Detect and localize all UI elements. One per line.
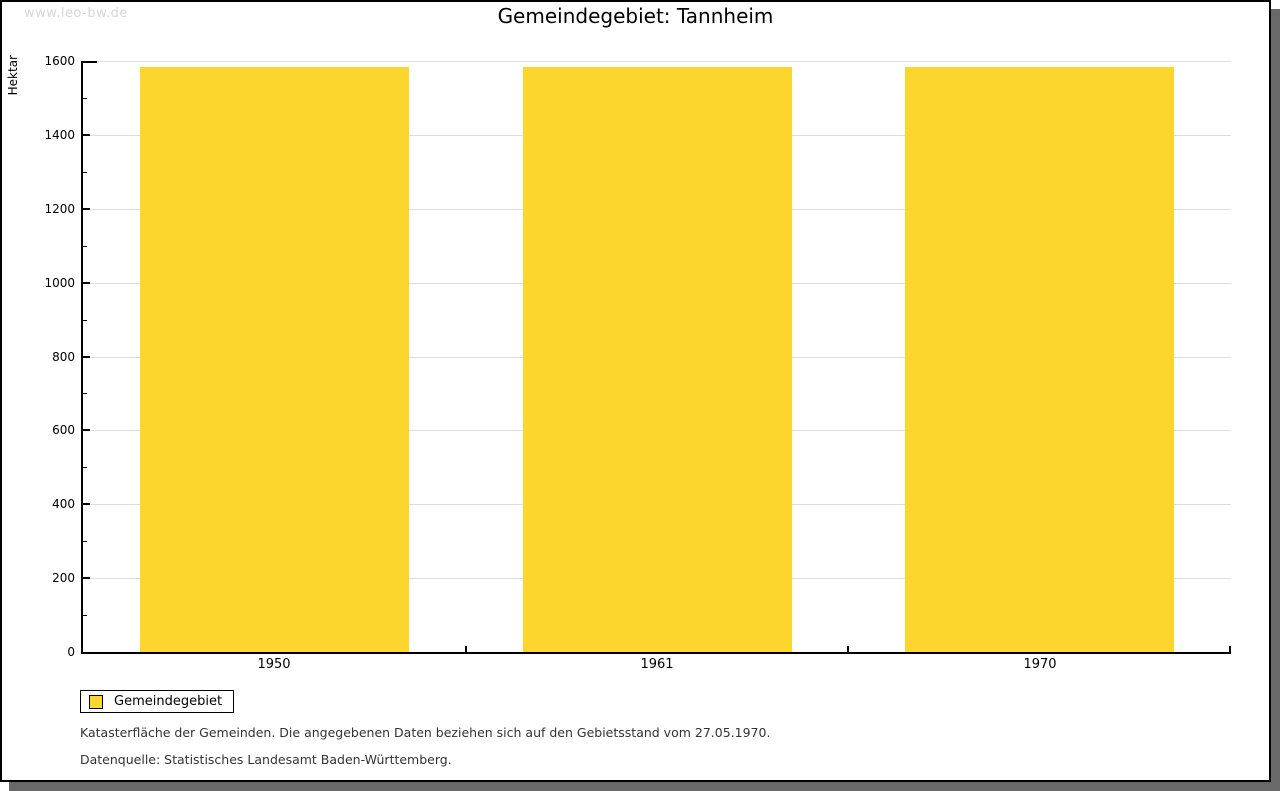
legend-label: Gemeindegebiet <box>114 694 223 709</box>
y-tick-label: 1200 <box>44 202 75 216</box>
x-tick-label: 1950 <box>257 657 291 672</box>
legend: Gemeindegebiet <box>80 690 234 713</box>
y-major-tick <box>83 134 90 136</box>
y-major-tick <box>83 429 90 431</box>
y-tick-label: 0 <box>67 645 75 659</box>
x-category-tick <box>465 646 467 652</box>
y-major-tick <box>83 282 90 284</box>
y-tick-label: 400 <box>52 497 75 511</box>
y-tick-label: 200 <box>52 571 75 585</box>
y-minor-tick <box>83 172 87 173</box>
y-minor-tick <box>83 615 87 616</box>
chart-title: Gemeindegebiet: Tannheim <box>497 4 774 28</box>
y-axis-title: Hektar <box>6 55 20 96</box>
y-major-tick <box>83 61 97 63</box>
y-minor-tick <box>83 467 87 468</box>
x-tick-label: 1970 <box>1023 657 1057 672</box>
y-minor-tick <box>83 246 87 247</box>
y-major-tick <box>83 577 90 579</box>
x-tick-label: 1961 <box>640 657 674 672</box>
y-tick-label: 800 <box>52 350 75 364</box>
y-minor-tick <box>83 320 87 321</box>
y-tick-label: 1600 <box>44 54 75 68</box>
y-major-tick <box>83 208 90 210</box>
y-minor-tick <box>83 98 87 99</box>
y-tick-label: 1000 <box>44 276 75 290</box>
legend-swatch-gemeindegebiet <box>89 694 103 709</box>
plot-area <box>81 61 1231 654</box>
x-axis-end-tick <box>1229 646 1231 652</box>
bar-1950 <box>140 67 409 652</box>
y-minor-tick <box>83 393 87 394</box>
watermark: www.leo-bw.de <box>24 6 128 21</box>
y-tick-label: 1400 <box>44 128 75 142</box>
y-major-tick <box>83 356 90 358</box>
y-minor-tick <box>83 541 87 542</box>
bar-1961 <box>523 67 792 652</box>
bar-1970 <box>905 67 1174 652</box>
x-category-tick <box>847 646 849 652</box>
y-major-tick <box>83 503 90 505</box>
y-gridline <box>83 61 1231 62</box>
footnote-source-note: Katasterfläche der Gemeinden. Die angege… <box>80 725 771 740</box>
footnote-data-source: Datenquelle: Statistisches Landesamt Bad… <box>80 752 452 767</box>
y-tick-label: 600 <box>52 423 75 437</box>
